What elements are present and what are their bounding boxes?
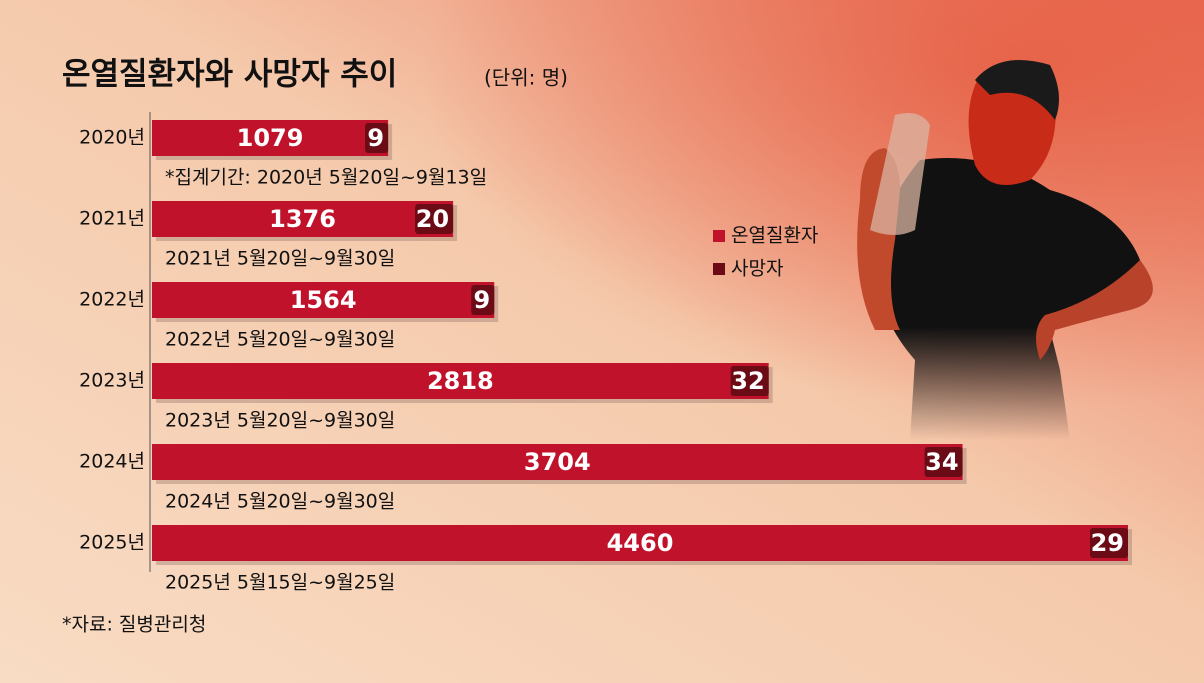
death-marker <box>730 366 769 396</box>
death-value: 9 <box>474 286 491 314</box>
period-note: 2022년 5월20일~9월30일 <box>165 329 395 351</box>
bar-value: 2818 <box>427 367 494 395</box>
bar-value: 4460 <box>607 529 674 557</box>
death-marker <box>365 123 389 153</box>
bar-value: 3704 <box>524 448 591 476</box>
death-marker <box>415 204 454 234</box>
category-label: 2023년 <box>79 370 145 392</box>
death-value: 20 <box>416 205 449 233</box>
bar <box>152 201 454 237</box>
bar-value: 1564 <box>290 286 357 314</box>
death-marker <box>924 447 963 477</box>
death-marker <box>1090 528 1128 558</box>
unit-label: (단위: 명) <box>484 66 568 90</box>
death-value: 34 <box>925 448 958 476</box>
chart-title: 온열질환자와 사망자 추이 <box>62 57 397 93</box>
silhouette <box>857 60 1153 440</box>
legend-label: 사망자 <box>731 258 783 280</box>
source: *자료: 질병관리청 <box>62 614 206 636</box>
bar <box>152 120 389 156</box>
death-marker <box>471 285 495 315</box>
bar <box>152 282 495 318</box>
legend-label: 온열질환자 <box>731 225 818 247</box>
period-note: 2023년 5월20일~9월30일 <box>165 410 395 432</box>
period-note: 2021년 5월20일~9월30일 <box>165 248 395 270</box>
death-value: 9 <box>367 124 384 152</box>
legend-swatch <box>713 230 725 242</box>
bar <box>152 444 963 480</box>
bar <box>152 525 1128 561</box>
bar-value: 1079 <box>237 124 304 152</box>
period-note: *집계기간: 2020년 5월20일~9월13일 <box>165 167 487 189</box>
category-label: 2025년 <box>79 532 145 554</box>
bar <box>152 363 769 399</box>
period-note: 2024년 5월20일~9월30일 <box>165 491 395 513</box>
period-note: 2025년 5월15일~9월25일 <box>165 572 395 594</box>
death-value: 29 <box>1091 529 1124 557</box>
legend-swatch <box>713 263 725 275</box>
death-value: 32 <box>731 367 764 395</box>
category-label: 2021년 <box>79 208 145 230</box>
category-label: 2022년 <box>79 289 145 311</box>
bar-value: 1376 <box>269 205 336 233</box>
category-label: 2024년 <box>79 451 145 473</box>
category-label: 2020년 <box>79 127 145 149</box>
